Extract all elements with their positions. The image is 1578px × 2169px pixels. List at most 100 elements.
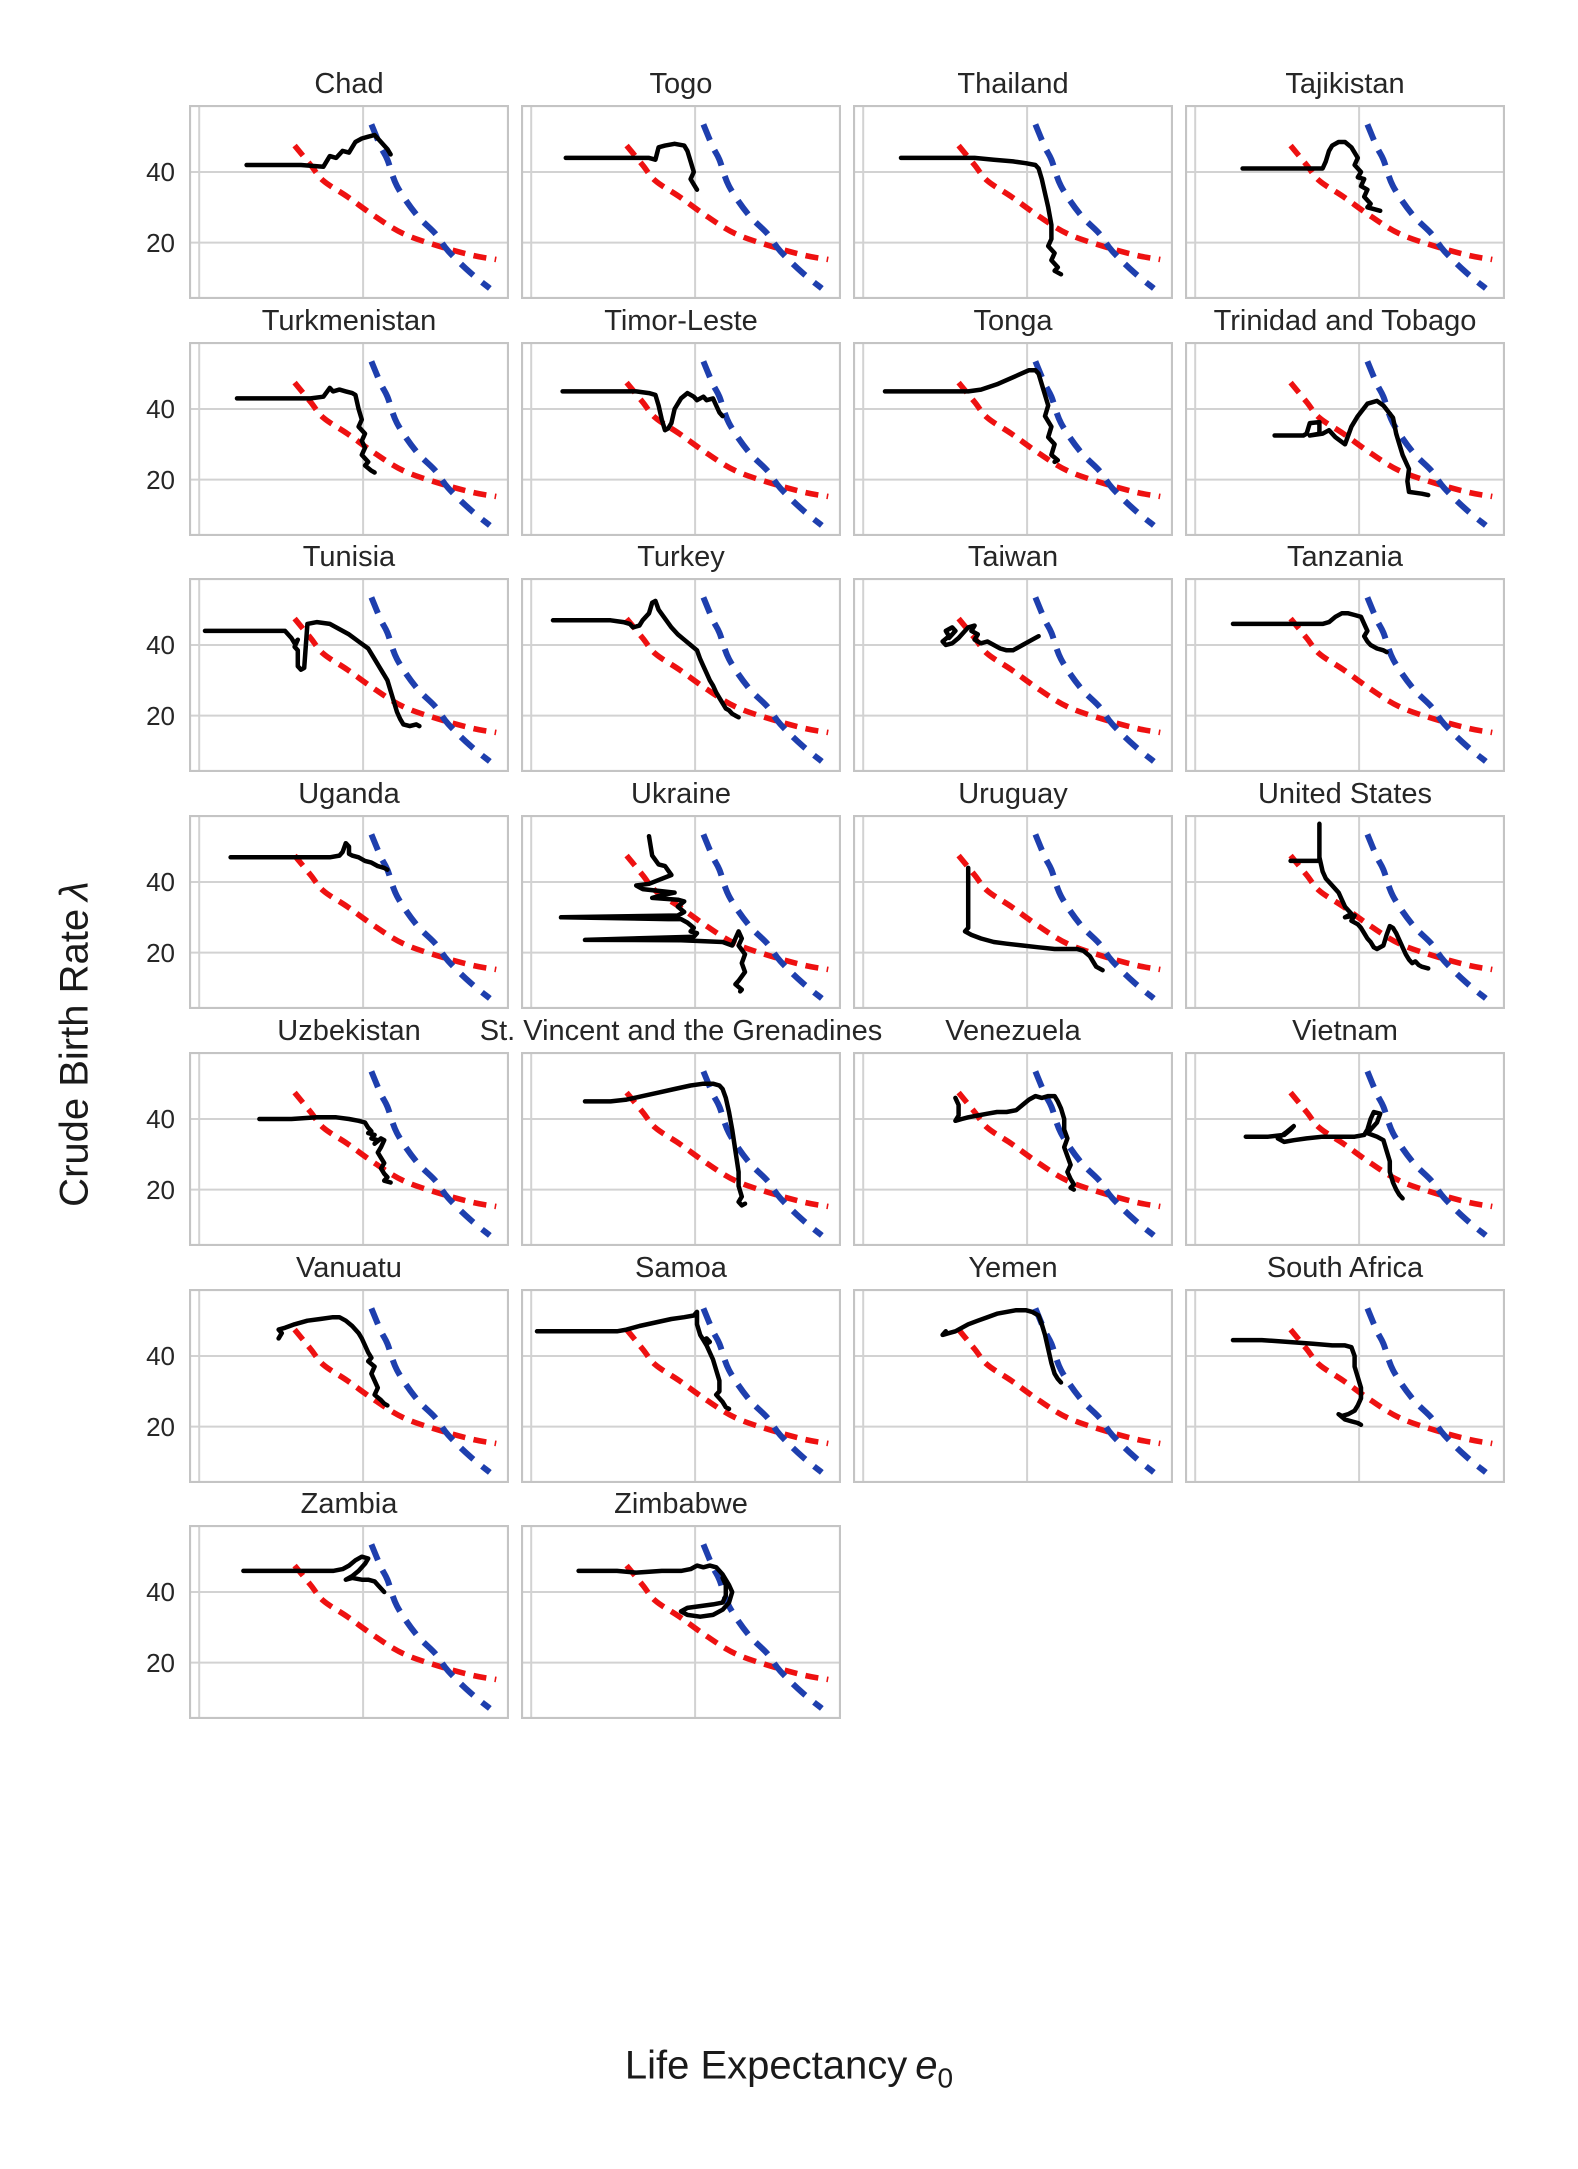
panel-south-africa — [1185, 1289, 1505, 1483]
red-reference-curve — [624, 853, 829, 973]
panel-tunisia — [189, 578, 509, 772]
panel-border — [189, 105, 509, 299]
panel-title-text: Turkmenistan — [261, 305, 437, 338]
panel-border — [189, 1289, 509, 1483]
blue-reference-curve — [1364, 1070, 1488, 1238]
panel-title: Timor-Leste — [521, 302, 841, 338]
panel-title: Uzbekistan — [189, 1012, 509, 1048]
panel-title: Vietnam — [1185, 1012, 1505, 1048]
panel-title: South Africa — [1185, 1249, 1505, 1285]
red-reference-curve — [292, 380, 497, 500]
blue-reference-curve — [368, 123, 492, 291]
red-reference-curve — [1288, 616, 1493, 736]
panel-title: Yemen — [853, 1249, 1173, 1285]
panel-vietnam — [1185, 1052, 1505, 1246]
panel-turkey — [521, 578, 841, 772]
red-reference-curve — [292, 143, 497, 263]
y-tick-label: 40 — [146, 867, 175, 898]
country-trajectory — [241, 1554, 387, 1595]
country-trajectory — [1272, 398, 1431, 498]
panel-timor-leste — [521, 342, 841, 536]
panel-border — [1185, 342, 1505, 536]
panel-title: Togo — [521, 65, 841, 101]
panel-uruguay — [853, 815, 1173, 1009]
y-tick-label: 40 — [146, 1104, 175, 1135]
panel-venezuela — [853, 1052, 1173, 1246]
panel-taiwan — [853, 578, 1173, 772]
panel-title-text: Taiwan — [967, 541, 1059, 574]
panel-title-text: Venezuela — [945, 1015, 1081, 1048]
blue-reference-curve — [1364, 360, 1488, 528]
panel-zimbabwe — [521, 1525, 841, 1719]
panel-title: Ukraine — [521, 775, 841, 811]
panel-title: Tunisia — [189, 538, 509, 574]
red-reference-curve — [956, 1327, 1161, 1447]
country-trajectory — [234, 385, 377, 475]
y-tick-label: 40 — [146, 1341, 175, 1372]
panel-title-text: Trinidad and Tobago — [1213, 305, 1477, 338]
panel-title-text: Timor-Leste — [604, 305, 758, 338]
panel-title-text: Vietnam — [1292, 1015, 1398, 1048]
panel-border — [521, 1052, 841, 1246]
panel-title: Thailand — [853, 65, 1173, 101]
panel-title-text: Turkey — [637, 541, 725, 574]
panel-title: Turkmenistan — [189, 302, 509, 338]
country-trajectory — [898, 155, 1064, 277]
country-trajectory — [228, 840, 390, 872]
panel-uzbekistan — [189, 1052, 509, 1246]
y-tick-label: 40 — [146, 1577, 175, 1608]
y-tick-label: 20 — [146, 937, 175, 968]
red-reference-curve — [624, 143, 829, 263]
country-trajectory — [576, 1563, 735, 1619]
panel-tanzania — [1185, 578, 1505, 772]
panel-title: Turkey — [521, 538, 841, 574]
blue-reference-curve — [1032, 123, 1156, 291]
country-trajectory — [940, 1307, 1064, 1385]
blue-reference-curve — [700, 1543, 824, 1711]
panel-border — [1185, 105, 1505, 299]
blue-reference-curve — [700, 596, 824, 764]
panel-title-text: Tunisia — [302, 541, 396, 574]
blue-reference-curve — [368, 833, 492, 1001]
blue-reference-curve — [1032, 596, 1156, 764]
blue-reference-curve — [368, 596, 492, 764]
panel-title-text: Tonga — [973, 305, 1053, 338]
blue-reference-curve — [1364, 833, 1488, 1001]
country-trajectory — [582, 1081, 748, 1208]
blue-reference-curve — [1032, 833, 1156, 1001]
y-tick-label: 20 — [146, 1647, 175, 1678]
red-reference-curve — [292, 1327, 497, 1447]
panel-border — [521, 578, 841, 772]
panel-border — [189, 1525, 509, 1719]
panel-title-text: Samoa — [635, 1252, 727, 1285]
x-axis-label-text: Life Expectancy — [624, 2043, 908, 2088]
country-trajectory — [962, 865, 1105, 973]
panel-border — [521, 342, 841, 536]
red-reference-curve — [1288, 380, 1493, 500]
panel-border — [853, 815, 1173, 1009]
country-trajectory — [563, 141, 700, 192]
e0-subscript: 0 — [937, 2062, 954, 2094]
red-reference-curve — [1288, 853, 1493, 973]
panel-st-vincent-and-the-grenadines — [521, 1052, 841, 1246]
panel-border — [853, 105, 1173, 299]
panel-title-text: Yemen — [968, 1252, 1058, 1285]
panel-border — [853, 342, 1173, 536]
country-trajectory — [1243, 1109, 1405, 1201]
panel-tajikistan — [1185, 105, 1505, 299]
panel-title: Chad — [189, 65, 509, 101]
panel-border — [853, 578, 1173, 772]
x-axis-label: Life Expectancy e0 — [625, 2044, 953, 2095]
panel-title-text: Zimbabwe — [614, 1488, 748, 1521]
blue-reference-curve — [368, 360, 492, 528]
blue-reference-curve — [700, 123, 824, 291]
country-trajectory — [1240, 139, 1383, 214]
blue-reference-curve — [700, 360, 824, 528]
country-trajectory — [276, 1314, 390, 1408]
panel-title: Venezuela — [853, 1012, 1173, 1048]
panel-title-text: Thailand — [957, 68, 1069, 101]
panel-samoa — [521, 1289, 841, 1483]
panel-thailand — [853, 105, 1173, 299]
blue-reference-curve — [368, 1070, 492, 1238]
